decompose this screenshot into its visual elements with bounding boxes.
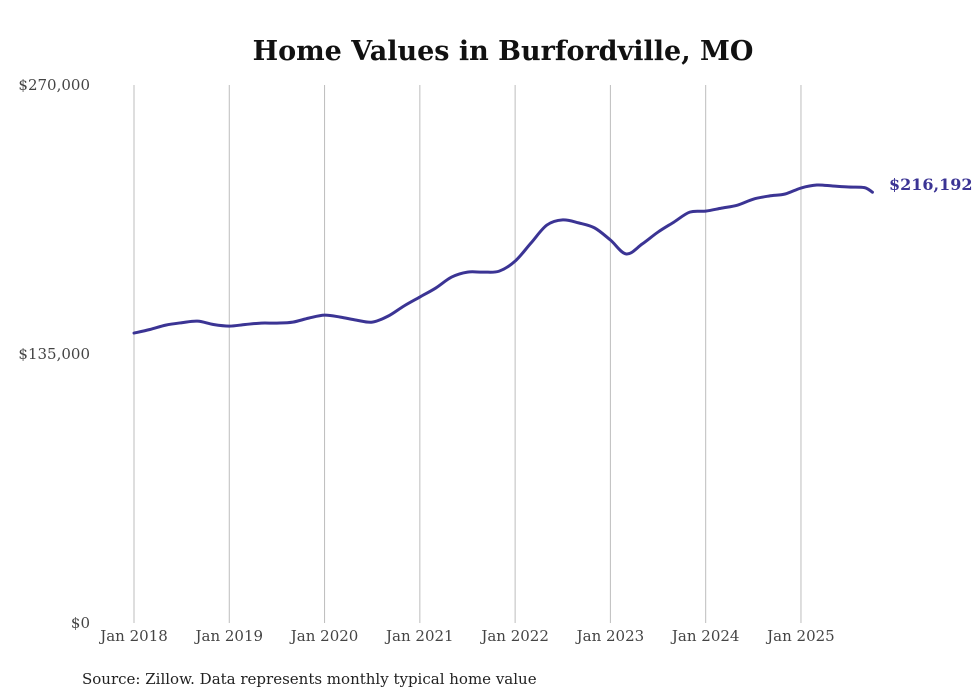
x-tick-label: Jan 2025 [765,627,835,645]
x-tick-label: Jan 2024 [670,627,740,645]
x-tick-label: Jan 2018 [98,627,168,645]
source-note: Source: Zillow. Data represents monthly … [82,670,537,688]
y-axis: $0 $135,000 $270,000 [18,76,90,632]
end-value-label: $216,192 [889,175,973,194]
x-tick-label: Jan 2022 [479,627,549,645]
x-axis: Jan 2018 Jan 2019 Jan 2020 Jan 2021 Jan 2022… [98,627,835,645]
gridlines [133,85,802,623]
chart-title: Home Values in Burfordville, MO [253,36,754,67]
series-line [132,183,874,335]
x-tick-label: Jan 2023 [575,627,645,645]
y-tick-label: $0 [71,614,90,632]
x-tick-label: Jan 2021 [384,627,454,645]
y-tick-label: $270,000 [18,76,90,94]
x-tick-label: Jan 2019 [193,627,263,645]
y-tick-label: $135,000 [18,345,90,363]
x-tick-label: Jan 2020 [289,627,359,645]
